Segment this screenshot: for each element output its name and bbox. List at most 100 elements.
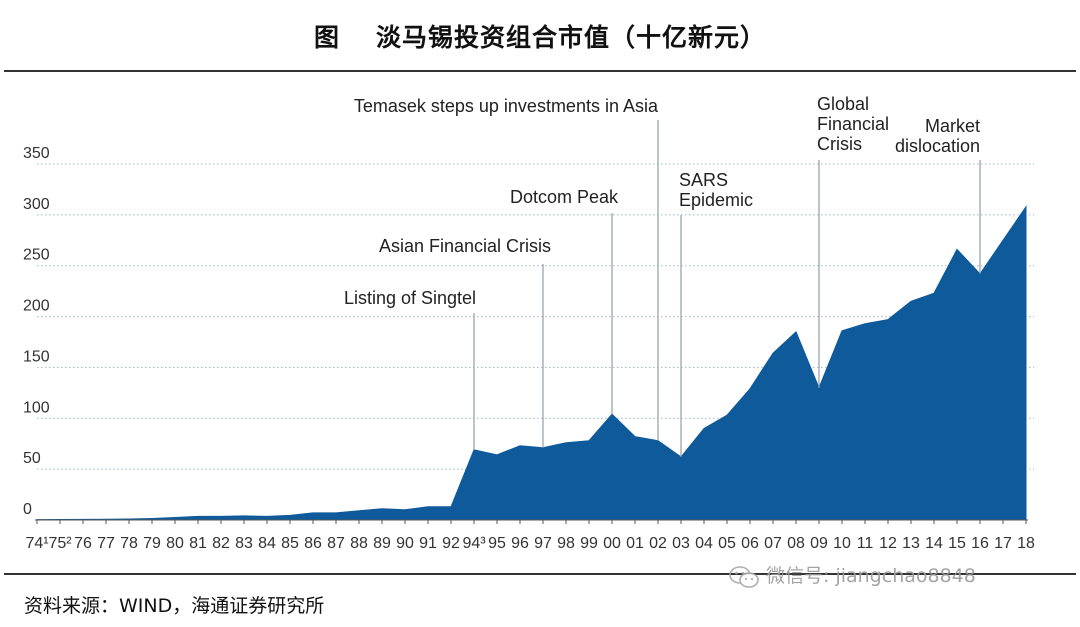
data-point (772, 352, 775, 355)
y-tick-label: 250 (23, 247, 50, 264)
x-tick-label: 87 (327, 535, 345, 552)
x-tick-label: 03 (672, 535, 690, 552)
x-tick-label: 06 (741, 535, 759, 552)
data-point (289, 514, 292, 517)
y-tick-label: 150 (23, 348, 50, 365)
x-tick-label: 95 (488, 535, 506, 552)
data-point (197, 515, 200, 518)
x-tick-label: 04 (695, 535, 713, 552)
x-tick-label: 81 (189, 535, 207, 552)
wechat-icon (729, 565, 759, 588)
x-tick-label: 98 (557, 535, 575, 552)
x-tick-label: 08 (787, 535, 805, 552)
y-tick-label: 50 (23, 450, 41, 467)
data-point (1025, 205, 1028, 208)
x-tick-label: 91 (419, 535, 437, 552)
x-tick-label: 00 (603, 535, 621, 552)
y-tick-label: 300 (23, 196, 50, 213)
x-tick-label: 01 (626, 535, 644, 552)
data-point (496, 453, 499, 456)
data-point (404, 508, 407, 511)
data-point (243, 514, 246, 517)
x-tick-label: 02 (649, 535, 667, 552)
chart-title: 图 淡马锡投资组合市值（十亿新元） (0, 18, 1080, 54)
x-tick-label: 14 (925, 535, 943, 552)
data-point (910, 300, 913, 303)
x-tick-label: 84 (258, 535, 276, 552)
x-tick-label: 10 (833, 535, 851, 552)
bottom-rule (4, 573, 1076, 575)
data-point (335, 511, 338, 514)
x-tick-label: 17 (994, 535, 1012, 552)
x-tick-label: 85 (281, 535, 299, 552)
y-tick-label: 350 (23, 145, 50, 162)
y-tick-label: 200 (23, 298, 50, 315)
data-point (174, 516, 177, 519)
x-tick-label: 18 (1017, 535, 1035, 552)
watermark: 微信号: jiangchao8848 (728, 561, 976, 589)
x-tick-label: 15 (948, 535, 966, 552)
y-tick-label: 100 (23, 399, 50, 416)
data-point (841, 329, 844, 332)
x-tick-label: 13 (902, 535, 920, 552)
annotation-label: Asian Financial Crisis (379, 236, 551, 256)
data-point (749, 387, 752, 390)
x-tick-label: 16 (971, 535, 989, 552)
x-tick-label: 74¹ (25, 535, 48, 552)
data-point (519, 444, 522, 447)
x-tick-label: 80 (166, 535, 184, 552)
data-point (220, 515, 223, 518)
x-tick-label: 89 (373, 535, 391, 552)
annotation-label: Global Financial Crisis (817, 94, 889, 154)
figure-label: 图 (313, 23, 340, 52)
data-point (266, 515, 269, 518)
data-point (795, 330, 798, 333)
data-point (1002, 239, 1005, 242)
source-note: 资料来源：WIND，海通证券研究所 (24, 595, 325, 617)
x-tick-label: 99 (580, 535, 598, 552)
data-point (450, 505, 453, 508)
x-tick-label: 77 (97, 535, 115, 552)
x-tick-label: 78 (120, 535, 138, 552)
data-point (887, 318, 890, 321)
x-tick-label: 88 (350, 535, 368, 552)
x-tick-label: 96 (511, 535, 529, 552)
x-tick-label: 12 (879, 535, 897, 552)
x-tick-label: 05 (718, 535, 736, 552)
top-rule (4, 70, 1076, 72)
data-point (933, 292, 936, 295)
data-point (427, 505, 430, 508)
annotation-label: Temasek steps up investments in Asia (354, 96, 659, 116)
data-point (312, 511, 315, 514)
x-tick-label: 94³ (462, 535, 486, 552)
x-tick-label: 86 (304, 535, 322, 552)
x-tick-label: 82 (212, 535, 230, 552)
annotation-label: Dotcom Peak (510, 187, 619, 207)
watermark-text: 微信号: jiangchao8848 (766, 565, 976, 587)
x-tick-label: 97 (534, 535, 552, 552)
data-point (703, 427, 706, 430)
x-tick-label: 83 (235, 535, 253, 552)
x-tick-label: 79 (143, 535, 161, 552)
data-point (726, 414, 729, 417)
annotation-label: SARS Epidemic (679, 170, 753, 210)
x-tick-label: 76 (74, 535, 92, 552)
data-point (565, 441, 568, 444)
data-point (634, 435, 637, 438)
y-tick-label: 0 (23, 501, 32, 518)
annotation-label: Listing of Singtel (344, 288, 476, 308)
data-point (588, 439, 591, 442)
data-point (956, 248, 959, 251)
data-point (358, 509, 361, 512)
x-tick-label: 11 (857, 535, 874, 552)
annotation-label: Market dislocation (895, 116, 980, 156)
x-tick-label: 90 (396, 535, 414, 552)
x-tick-label: 75² (48, 535, 72, 552)
area-series (36, 205, 1027, 521)
x-tick-label: 92 (442, 535, 460, 552)
data-point (864, 322, 867, 325)
data-point (381, 507, 384, 510)
chart-title-text: 淡马锡投资组合市值（十亿新元） (376, 23, 767, 52)
x-tick-label: 09 (810, 535, 828, 552)
